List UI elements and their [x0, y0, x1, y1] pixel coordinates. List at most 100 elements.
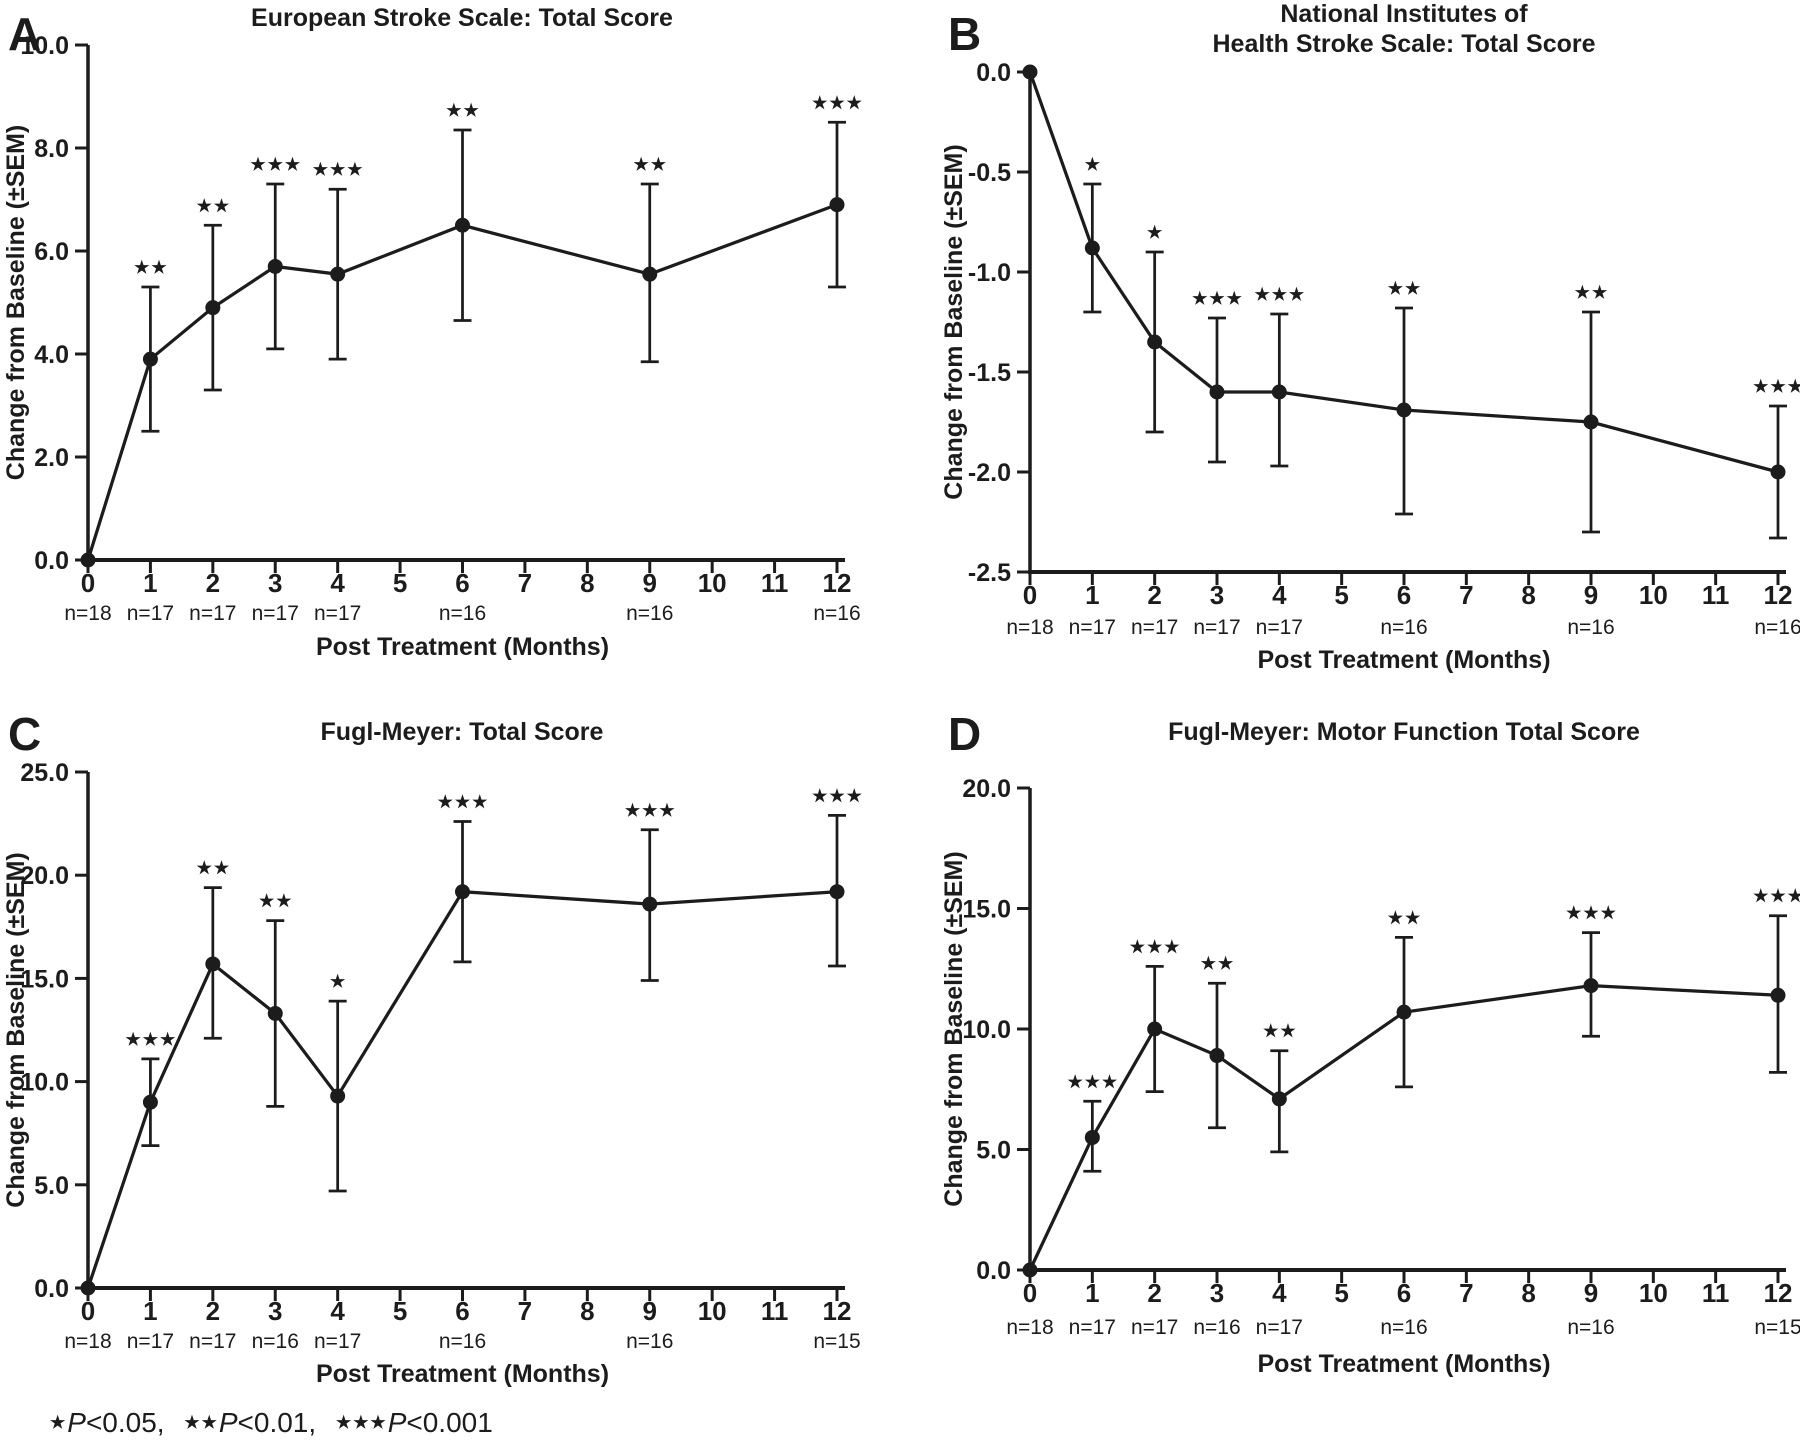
footnote-stars: ★ — [50, 1413, 67, 1432]
n-label: n=18 — [1006, 1316, 1053, 1339]
x-tick-label: 10 — [698, 568, 727, 598]
data-point — [267, 258, 283, 274]
x-tick-label: 6 — [455, 1296, 469, 1326]
data-point — [142, 1094, 158, 1110]
data-point — [1084, 240, 1100, 256]
x-tick-label: 12 — [1764, 1278, 1793, 1308]
n-label: n=16 — [1567, 616, 1614, 639]
x-tick-label: 6 — [455, 568, 469, 598]
n-label: n=17 — [1193, 616, 1240, 639]
x-tick-label: 6 — [1397, 580, 1411, 610]
y-tick-label: -2.5 — [968, 559, 1011, 587]
x-tick-label: 9 — [643, 1296, 657, 1326]
n-label: n=17 — [252, 602, 299, 625]
data-point — [1209, 1048, 1225, 1064]
y-tick-label: -1.0 — [968, 259, 1011, 287]
data-point — [1271, 384, 1287, 400]
significance-stars: ★★ — [134, 258, 168, 277]
y-axis-title: Change from Baseline (±SEM) — [940, 144, 968, 499]
x-tick-label: 11 — [761, 568, 789, 598]
significance-stars: ★★ — [1201, 954, 1235, 973]
n-label: n=16 — [813, 602, 860, 625]
y-tick-label: 25.0 — [20, 759, 69, 787]
x-tick-label: 7 — [1459, 580, 1473, 610]
panel-D: D Fugl-Meyer: Motor Function Total Score 0… — [940, 708, 1800, 1378]
y-tick-label: 0.0 — [34, 547, 69, 575]
y-tick-label: -2.0 — [968, 459, 1011, 487]
x-tick-label: 8 — [580, 1296, 594, 1326]
significance-stars: ★★ — [259, 892, 293, 911]
n-label: n=17 — [1069, 1316, 1116, 1339]
significance-stars: ★★ — [197, 859, 231, 878]
footnote-threshold: <0.05, — [86, 1407, 165, 1438]
panel-A: A European Stroke Scale: Total Score 0.0 2.… — [2, 4, 862, 661]
n-label: n=17 — [189, 1330, 236, 1353]
x-tick-label: 0 — [1023, 1278, 1037, 1308]
panel-title: Fugl-Meyer: Total Score — [321, 718, 604, 746]
x-tick-label: 1 — [1085, 1278, 1099, 1308]
n-label: n=16 — [439, 602, 486, 625]
x-tick-label: 4 — [330, 568, 345, 598]
panel-title: Fugl-Meyer: Motor Function Total Score — [1168, 718, 1640, 746]
significance-stars: ★★★ — [1130, 937, 1182, 956]
n-label: n=17 — [127, 1330, 174, 1353]
y-tick-label: 0.0 — [976, 1257, 1011, 1285]
n-label: n=17 — [1256, 1316, 1303, 1339]
significance-stars: ★★ — [1388, 279, 1422, 298]
y-tick-label: 10.0 — [20, 1069, 69, 1097]
x-tick-label: 8 — [1521, 580, 1535, 610]
significance-stars: ★★★ — [126, 1030, 178, 1049]
significance-stars: ★ — [330, 972, 347, 991]
x-tick-label: 2 — [1147, 580, 1161, 610]
data-point — [267, 1005, 283, 1021]
x-tick-label: 0 — [81, 1296, 95, 1326]
x-tick-label: 5 — [393, 568, 407, 598]
n-label: n=16 — [252, 1330, 299, 1353]
data-point — [80, 552, 96, 568]
y-tick-label: 5.0 — [34, 1172, 69, 1200]
x-tick-label: 10 — [698, 1296, 727, 1326]
n-label: n=17 — [1256, 616, 1303, 639]
significance-footnote: ★P<0.05, ★★P<0.01, ★★★P<0.001 — [50, 1407, 493, 1438]
data-point — [80, 1280, 96, 1296]
significance-stars: ★★★ — [1254, 285, 1306, 304]
data-point — [642, 896, 658, 912]
n-label: n=16 — [1193, 1316, 1240, 1339]
x-tick-label: 5 — [393, 1296, 407, 1326]
x-axis-title: Post Treatment (Months) — [1257, 1350, 1550, 1378]
panel-label-B: B — [948, 8, 981, 60]
data-point — [1396, 402, 1412, 418]
panel-label-C: C — [8, 708, 41, 760]
n-label: n=17 — [1131, 1316, 1178, 1339]
significance-stars: ★★★ — [313, 160, 365, 179]
y-tick-label: -1.5 — [968, 359, 1011, 387]
data-point — [205, 956, 221, 972]
x-tick-label: 3 — [1210, 1278, 1224, 1308]
significance-stars: ★★★ — [1192, 289, 1244, 308]
x-tick-label: 5 — [1334, 1278, 1348, 1308]
x-tick-label: 10 — [1639, 1278, 1668, 1308]
series-line — [1028, 983, 1779, 1271]
significance-stars: ★★★ — [625, 801, 677, 820]
x-tick-label: 7 — [1459, 1278, 1473, 1308]
n-label: n=17 — [314, 1330, 361, 1353]
data-point — [1147, 334, 1163, 350]
data-point — [330, 1088, 346, 1104]
n-label: n=16 — [439, 1330, 486, 1353]
n-label: n=16 — [626, 602, 673, 625]
x-tick-label: 9 — [1584, 1278, 1598, 1308]
footnote-p: P — [67, 1407, 86, 1438]
series-line — [86, 203, 838, 561]
x-tick-label: 4 — [1272, 1278, 1287, 1308]
x-tick-label: 2 — [206, 1296, 220, 1326]
y-axis-title: Change from Baseline (±SEM) — [2, 125, 30, 480]
panel-title: National Institutes of — [1280, 0, 1528, 28]
footnote-threshold: <0.01, — [238, 1407, 317, 1438]
x-tick-label: 9 — [643, 568, 657, 598]
x-axis-title: Post Treatment (Months) — [1257, 646, 1550, 674]
significance-stars: ★ — [1085, 155, 1102, 174]
y-tick-label: 10.0 — [20, 32, 69, 60]
data-point — [1583, 414, 1599, 430]
